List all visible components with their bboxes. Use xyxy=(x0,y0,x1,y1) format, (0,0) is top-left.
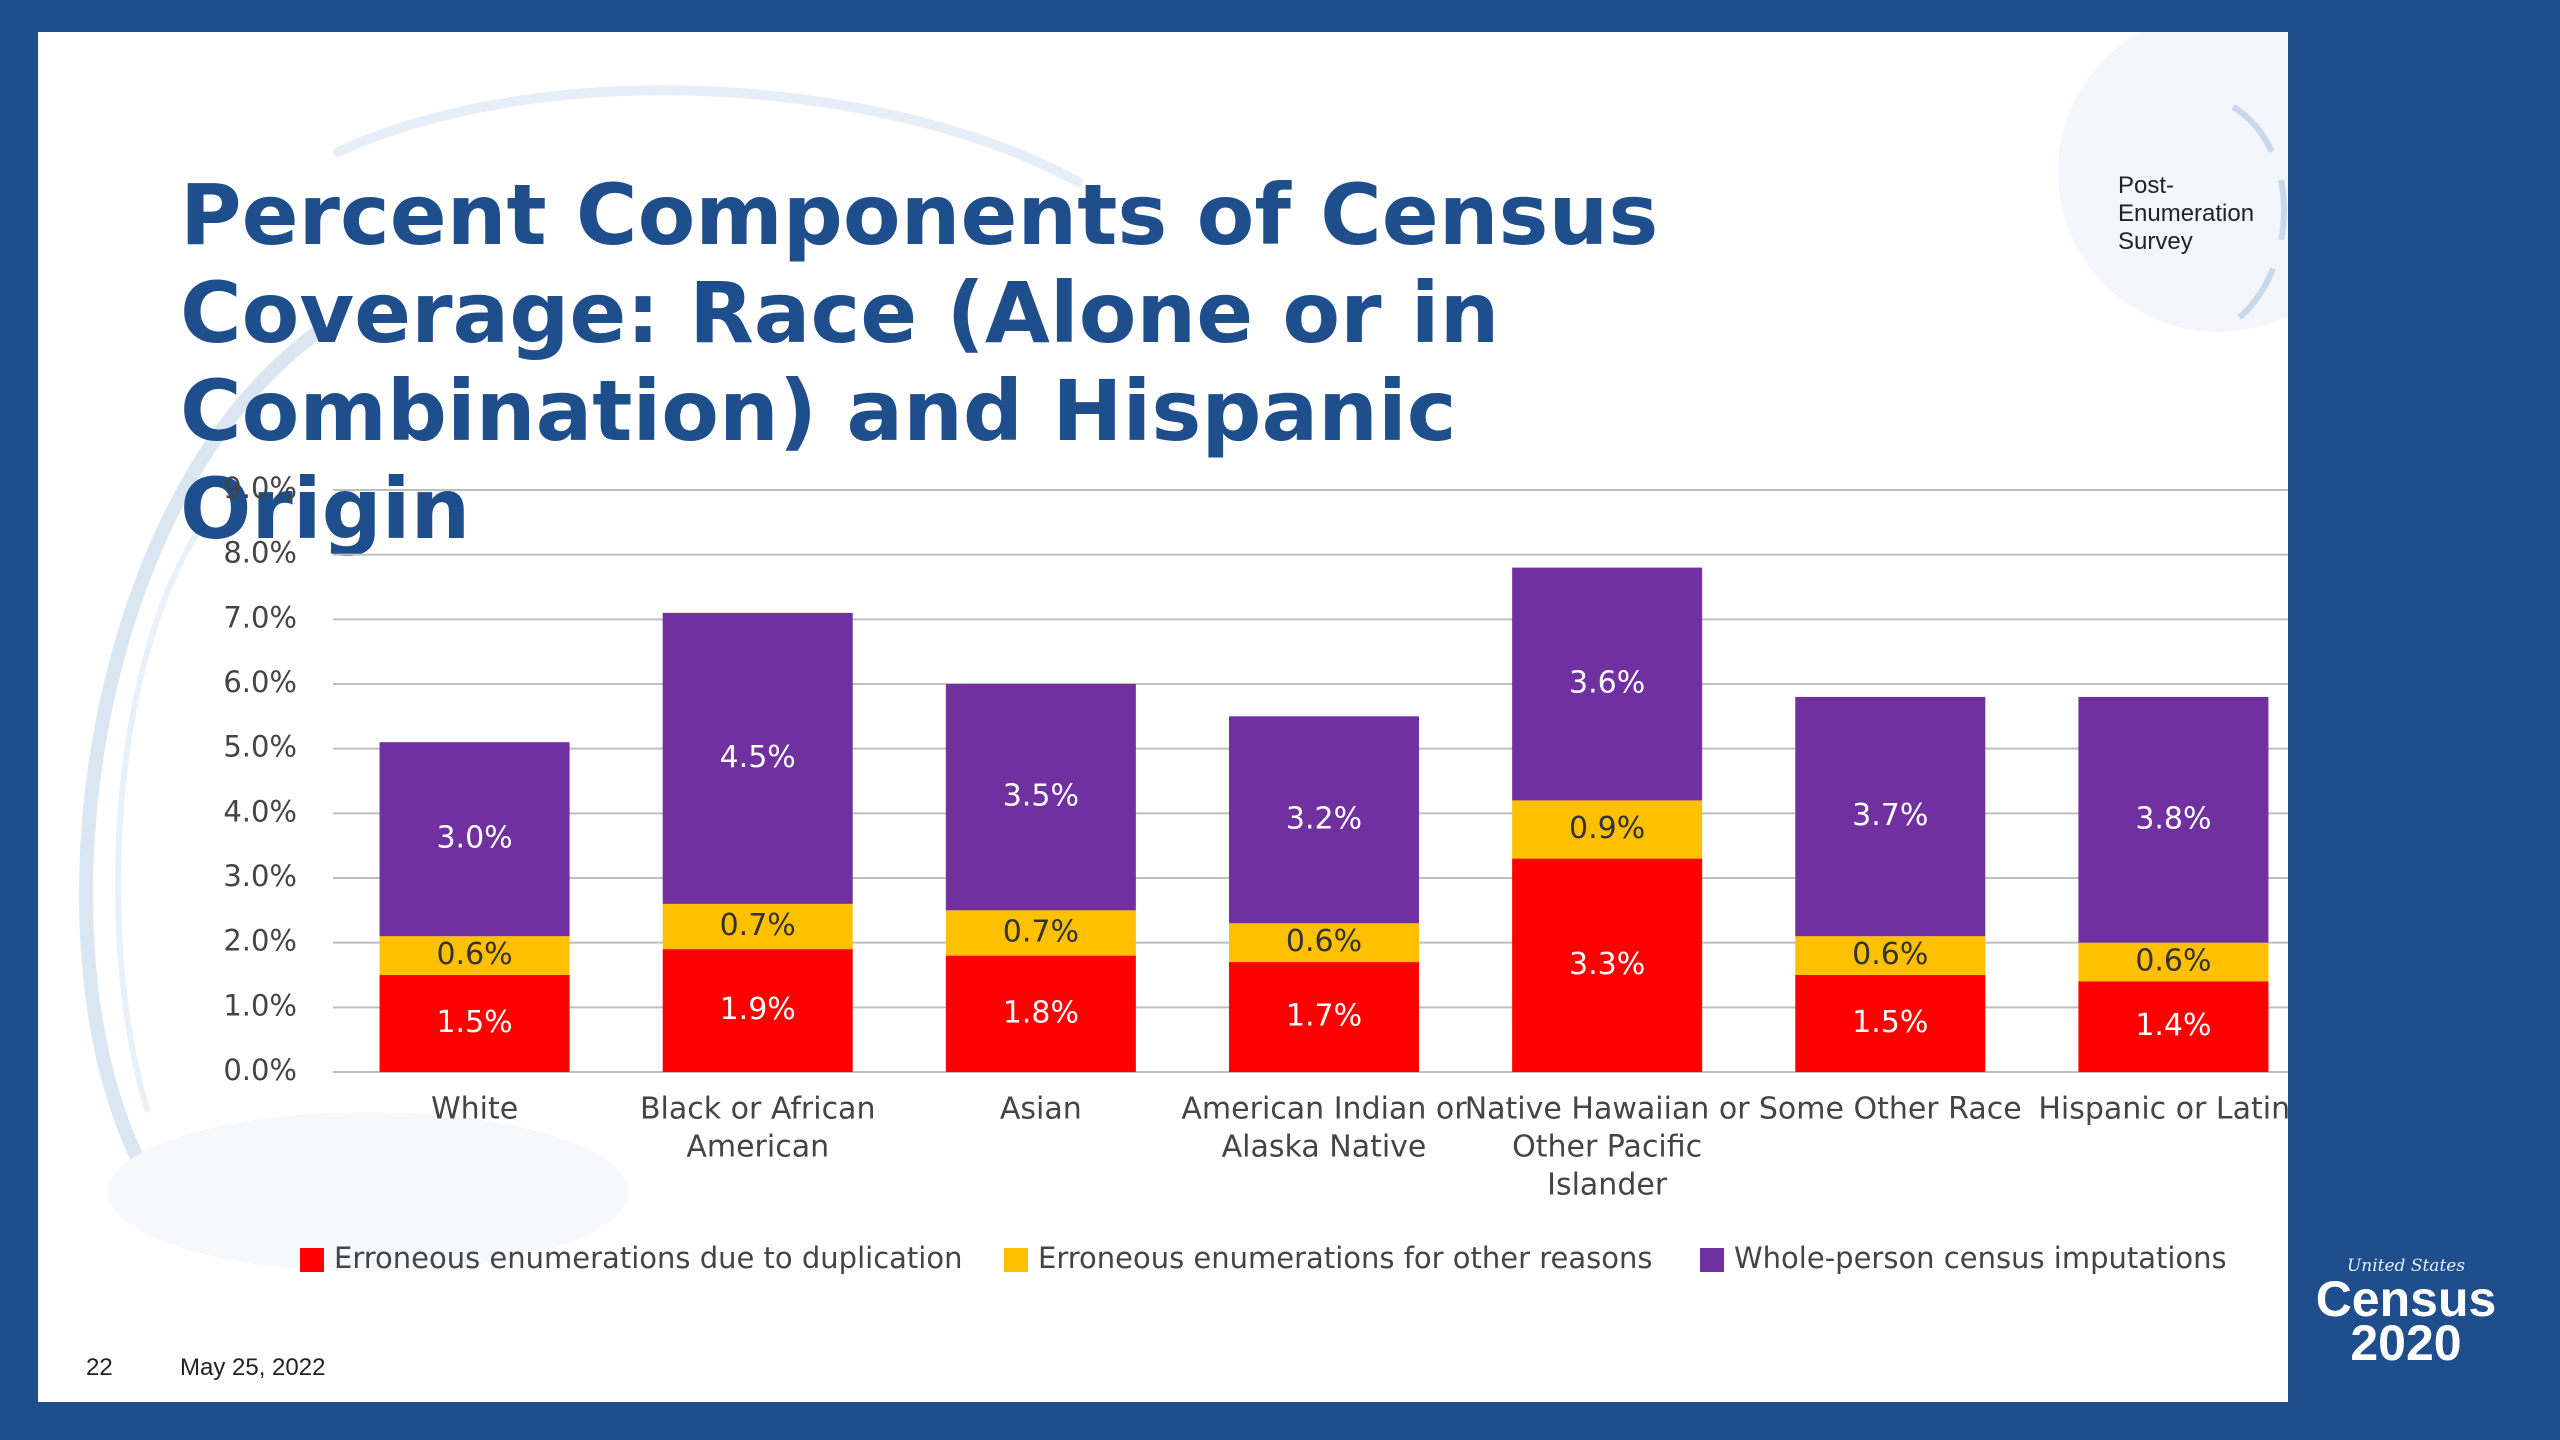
y-tick-label: 1.0% xyxy=(223,988,297,1022)
page-title: Percent Components of Census Coverage: R… xyxy=(180,166,1659,558)
data-label: 1.5% xyxy=(1852,1005,1928,1040)
y-tick-label: 9.0% xyxy=(223,471,297,505)
x-tick-label: Black or African xyxy=(640,1092,876,1127)
data-label: 0.6% xyxy=(1286,924,1362,959)
data-label: 3.6% xyxy=(1569,666,1645,701)
y-tick-label: 4.0% xyxy=(223,794,297,828)
bar-segment xyxy=(945,910,1136,956)
data-label: 0.7% xyxy=(720,908,796,943)
data-label: 0.6% xyxy=(436,937,512,972)
y-tick-label: 8.0% xyxy=(223,536,297,570)
data-label: 1.7% xyxy=(1286,999,1362,1034)
x-tick-label: American Indian or xyxy=(1181,1092,1467,1127)
x-tick-label: Some Other Race xyxy=(1759,1092,2022,1127)
bar-segment xyxy=(1795,975,1986,1072)
y-tick-label: 6.0% xyxy=(223,665,297,699)
data-label: 0.6% xyxy=(1852,937,1928,972)
y-tick-label: 0.0% xyxy=(223,1053,297,1087)
census-2020-logo: United States Census 2020 xyxy=(2290,1190,2522,1402)
y-tick-label: 7.0% xyxy=(223,600,297,634)
slide: Percent Components of Census Coverage: R… xyxy=(38,32,2288,1402)
data-label: 4.5% xyxy=(720,740,796,775)
logo-census-word: Census xyxy=(2315,1271,2497,1327)
bar-segment xyxy=(2078,696,2269,943)
x-tick-label: Islander xyxy=(1547,1168,1668,1203)
bar-segment xyxy=(1795,936,1986,975)
x-tick-label: Other Pacific xyxy=(1512,1130,1702,1165)
x-tick-label: Alaska Native xyxy=(1222,1130,1427,1165)
bar-segment xyxy=(1512,800,1703,859)
data-label: 1.9% xyxy=(720,992,796,1027)
bar-segment xyxy=(1229,923,1419,963)
x-tick-label: Hispanic or Latino xyxy=(2038,1092,2288,1127)
x-tick-label: Native Hawaiian or xyxy=(1465,1092,1750,1127)
y-tick-label: 2.0% xyxy=(223,924,297,958)
bar-segment xyxy=(662,949,853,1072)
x-tick-label: Asian xyxy=(1000,1092,1082,1127)
slide-number: 22 xyxy=(86,1354,113,1381)
legend-label: Erroneous enumerations for other reasons xyxy=(1038,1241,1653,1275)
bar-segment xyxy=(662,612,853,904)
data-label: 0.7% xyxy=(1003,914,1079,949)
data-label: 0.9% xyxy=(1569,811,1645,846)
data-label: 3.7% xyxy=(1852,798,1928,833)
data-label: 0.6% xyxy=(2135,944,2211,979)
bar-segment xyxy=(1229,716,1419,924)
stacked-bar-chart: 0.0% 1.0% 2.0% 3.0% 4.0% 5.0% 6.0% 7.0% 8.0% 9.0%… xyxy=(223,471,2288,1275)
bar-segment xyxy=(2078,942,2269,982)
bar-segment xyxy=(379,975,570,1072)
legend-label: Whole-person census imputations xyxy=(1734,1241,2227,1275)
legend-label: Erroneous enumerations due to duplicatio… xyxy=(334,1241,962,1275)
survey-label: Post-Enumeration Survey xyxy=(2118,172,2255,255)
y-tick-label: 5.0% xyxy=(223,730,297,764)
bar-segment xyxy=(945,955,1136,1072)
data-label: 3.2% xyxy=(1286,801,1362,836)
legend-swatch xyxy=(300,1248,324,1272)
bar-segment xyxy=(945,684,1136,911)
legend-swatch xyxy=(1004,1248,1028,1272)
bar-segment xyxy=(1512,858,1703,1072)
data-label: 3.3% xyxy=(1569,947,1645,982)
bar-segment xyxy=(379,936,570,975)
bar-segment xyxy=(379,742,570,937)
bar-segment xyxy=(662,903,853,950)
bar-segment xyxy=(1795,696,1986,937)
x-tick-label: American xyxy=(686,1130,829,1165)
data-label: 3.0% xyxy=(436,821,512,856)
logo-year: 2020 xyxy=(2350,1315,2462,1371)
logo-united-states: United States xyxy=(2346,1256,2466,1276)
data-label: 1.4% xyxy=(2135,1008,2211,1043)
bar-segment xyxy=(2078,981,2269,1072)
data-label: 1.5% xyxy=(436,1005,512,1040)
slide-date: May 25, 2022 xyxy=(180,1354,326,1381)
legend-swatch xyxy=(1700,1248,1724,1272)
data-label: 3.8% xyxy=(2135,801,2211,836)
data-label: 1.8% xyxy=(1003,995,1079,1030)
y-tick-label: 3.0% xyxy=(223,859,297,893)
logo-panel xyxy=(2290,1190,2522,1402)
bar-segment xyxy=(1229,962,1419,1072)
bar-segment xyxy=(1512,567,1703,801)
x-tick-label: White xyxy=(431,1092,518,1127)
data-label: 3.5% xyxy=(1003,779,1079,814)
